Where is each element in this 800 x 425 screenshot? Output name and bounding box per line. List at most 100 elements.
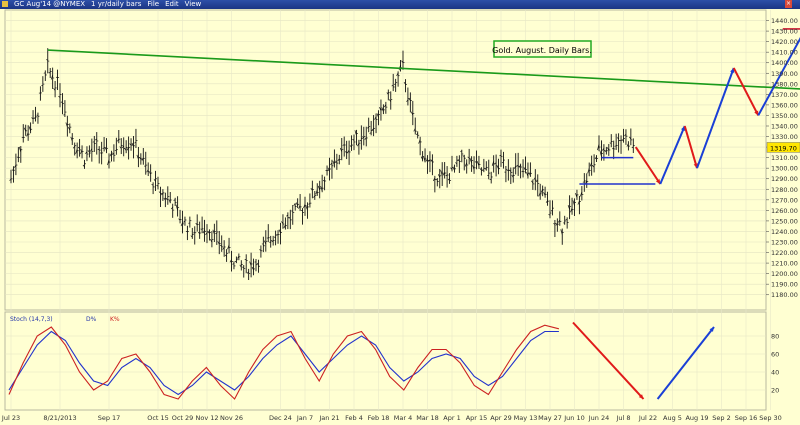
price-bar-open <box>477 161 480 167</box>
price-bar-open <box>587 168 590 174</box>
projection-arrow <box>659 125 686 185</box>
close-icon[interactable]: × <box>785 0 792 8</box>
price-bar-open <box>570 207 573 213</box>
price-bar-open <box>205 232 208 235</box>
price-bar-open <box>136 154 139 160</box>
x-tick-label: Sep 2 <box>712 414 730 422</box>
price-bar-open <box>251 266 254 271</box>
price-bar-open <box>295 202 298 206</box>
price-bar-open <box>624 133 627 137</box>
price-bar-open <box>580 191 583 197</box>
x-tick-label: Oct 29 <box>172 414 194 422</box>
price-bar-open <box>384 104 387 108</box>
price-bar-open <box>256 262 259 265</box>
price-bar-open <box>310 187 313 191</box>
price-bar-open <box>178 218 181 221</box>
price-bar-open <box>393 83 396 85</box>
price-bar-open <box>320 186 323 192</box>
x-tick-label: Jan 21 <box>318 414 339 422</box>
x-tick-label: May 27 <box>538 414 562 422</box>
price-bar-open <box>359 139 362 142</box>
price-bar-open <box>82 164 85 168</box>
price-bar-open <box>386 92 389 95</box>
price-bar-open <box>528 172 531 176</box>
price-bar-open <box>102 147 105 149</box>
price-bar-open <box>558 219 561 223</box>
price-bar-open <box>131 142 134 147</box>
price-bar-open <box>173 199 176 201</box>
price-bar-open <box>523 167 526 171</box>
arrow-head <box>709 327 714 332</box>
price-bar-open <box>283 224 286 229</box>
projection-arrow <box>757 36 800 116</box>
price-bar-open <box>575 193 578 198</box>
price-bar-open <box>207 230 210 234</box>
price-bar-open <box>325 170 328 172</box>
price-bar-open <box>67 127 71 131</box>
last-price-marker <box>766 142 800 153</box>
price-bar-open <box>621 139 624 142</box>
y-tick-label: 1190.00 <box>771 281 798 289</box>
price-bar-open <box>543 192 546 196</box>
price-bar-open <box>87 150 90 153</box>
price-bar-open <box>403 82 406 85</box>
price-bar-open <box>499 154 502 157</box>
resistance-trendline <box>47 49 800 90</box>
price-bar-open <box>540 189 543 193</box>
price-bar-open <box>170 206 173 210</box>
period-selector[interactable]: 1 yr/daily bars <box>91 0 142 8</box>
price-bar-open <box>281 221 284 225</box>
menu-view[interactable]: View <box>184 0 202 8</box>
price-bar-open <box>357 143 360 147</box>
price-bar-open <box>457 159 460 162</box>
price-bar-open <box>548 214 551 216</box>
price-bar-open <box>139 156 142 160</box>
window-titlebar: GC Aug'14 @NYMEX 1 yr/daily bars File Edit V… <box>0 0 800 9</box>
price-bar-open <box>616 137 619 140</box>
y-tick-label: 1410.00 <box>771 49 798 57</box>
price-bar-open <box>222 247 225 250</box>
price-bar-open <box>322 179 325 182</box>
price-bar-open <box>92 141 95 143</box>
y-tick-label: 1360.00 <box>771 101 798 109</box>
price-bar-open <box>388 99 392 102</box>
price-bar-open <box>567 204 570 210</box>
price-bar-open <box>197 232 200 234</box>
menu-file[interactable]: File <box>147 0 160 8</box>
symbol-selector[interactable]: GC Aug'14 @NYMEX <box>14 0 86 8</box>
price-bar-open <box>212 229 215 235</box>
price-bar-open <box>50 75 53 80</box>
price-bar-open <box>464 162 468 167</box>
price-bar-open <box>175 204 178 211</box>
x-tick-label: Sep 16 <box>735 414 758 422</box>
x-tick-label: Dec 24 <box>269 414 292 422</box>
price-bar-open <box>327 167 330 172</box>
price-bar-open <box>339 147 343 152</box>
y-tick-label: 1430.00 <box>771 28 798 36</box>
stoch-tick-label: 40 <box>771 369 779 377</box>
price-bar-open <box>374 116 377 120</box>
projection-arrow <box>696 67 735 169</box>
x-tick-label: Mar 4 <box>394 414 412 422</box>
price-bar-open <box>589 162 592 167</box>
price-bar-open <box>606 147 610 151</box>
price-bar-open <box>23 127 27 132</box>
price-bar-open <box>313 195 316 198</box>
y-tick-label: 1290.00 <box>771 175 798 183</box>
x-tick-label: Apr 29 <box>490 414 512 422</box>
price-bar-open <box>447 178 450 181</box>
menu-edit[interactable]: Edit <box>165 0 179 8</box>
price-bar-open <box>31 117 34 120</box>
y-tick-label: 1180.00 <box>771 291 798 299</box>
x-tick-label: Apr 1 <box>443 414 460 422</box>
price-bar-open <box>428 159 431 162</box>
price-bar-open <box>349 145 352 148</box>
price-bar-open <box>219 244 222 247</box>
projection-arrow <box>656 326 715 400</box>
y-tick-label: 1380.00 <box>771 80 798 88</box>
price-bar-open <box>190 235 193 238</box>
price-bar-open <box>509 169 512 172</box>
price-bar-open <box>239 264 242 268</box>
price-bar-open <box>511 174 514 178</box>
x-tick-label: Jul 23 <box>1 414 20 422</box>
